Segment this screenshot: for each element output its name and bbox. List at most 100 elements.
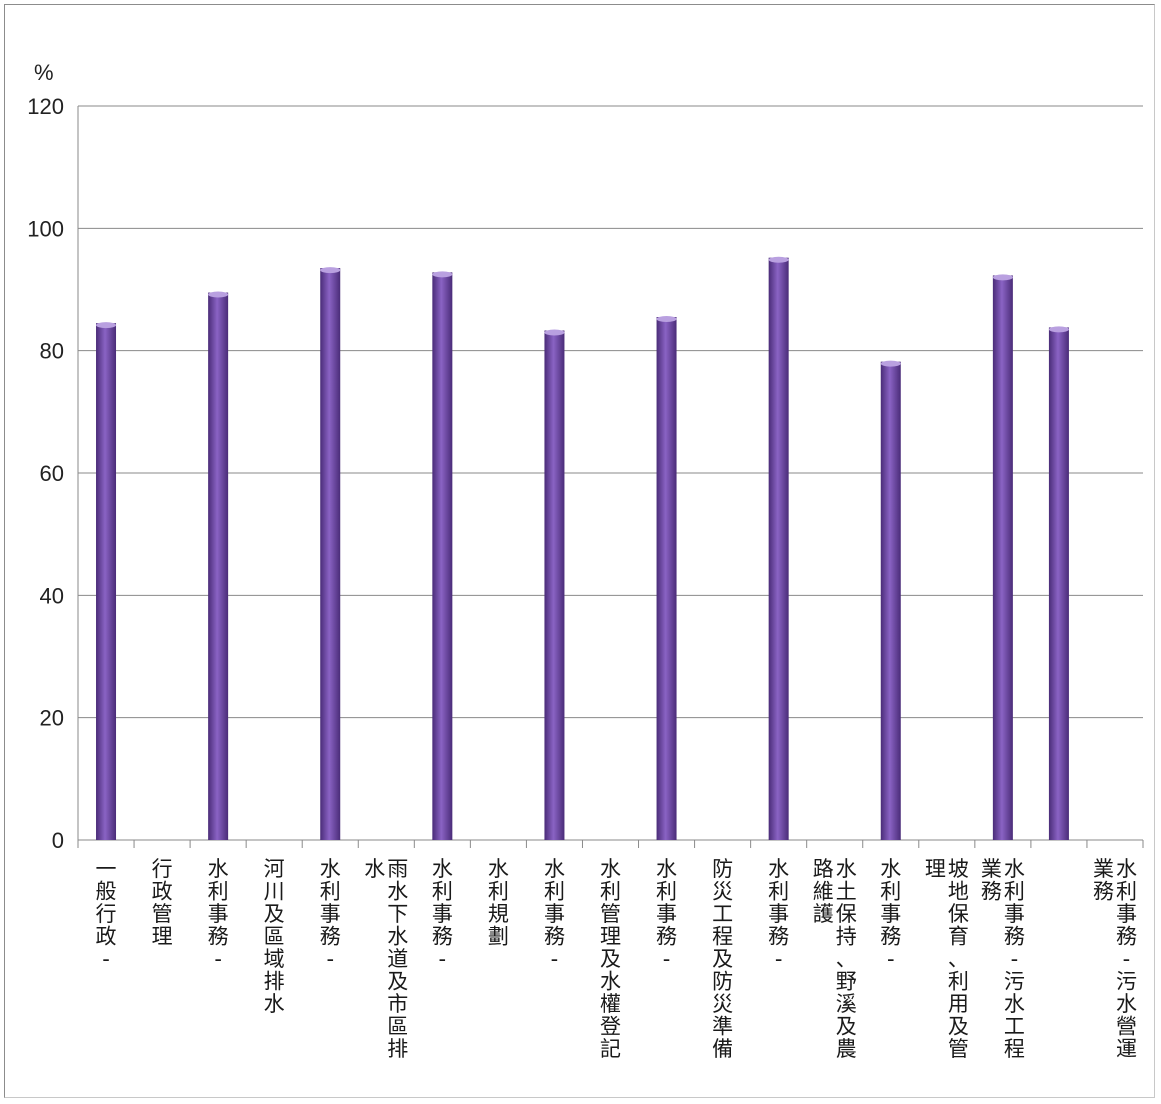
svg-text:務: 務 <box>208 925 229 949</box>
svg-text:-: - <box>1123 947 1131 971</box>
y-tick-label: 80 <box>40 339 64 364</box>
svg-text:務: 務 <box>1093 880 1114 904</box>
svg-text:水: 水 <box>1004 992 1025 1016</box>
svg-text:理: 理 <box>152 925 173 949</box>
svg-text:用: 用 <box>948 992 969 1016</box>
svg-text:及: 及 <box>600 947 621 971</box>
svg-text:及: 及 <box>264 902 285 926</box>
svg-text:、: 、 <box>948 947 969 971</box>
svg-text:事: 事 <box>208 902 229 926</box>
x-category-label: 水利事務- <box>320 857 341 971</box>
svg-text:水: 水 <box>387 925 408 949</box>
x-category-label: 水利事務- <box>432 857 453 971</box>
svg-text:利: 利 <box>1004 880 1025 904</box>
svg-text:利: 利 <box>768 880 789 904</box>
svg-text:農: 農 <box>836 1037 857 1061</box>
y-axis-unit-label: % <box>34 60 54 85</box>
svg-text:水: 水 <box>544 857 565 881</box>
svg-text:利: 利 <box>544 880 565 904</box>
svg-text:水: 水 <box>768 857 789 881</box>
svg-text:災: 災 <box>712 992 733 1016</box>
svg-text:域: 域 <box>264 947 285 971</box>
y-tick-label: 120 <box>27 94 64 119</box>
svg-text:土: 土 <box>836 880 857 904</box>
svg-text:一: 一 <box>96 857 117 881</box>
svg-text:務: 務 <box>768 925 789 949</box>
svg-text:市: 市 <box>387 992 408 1016</box>
x-category-label: 水土保持、野溪及農路維護 <box>813 857 857 1061</box>
svg-text:水: 水 <box>600 970 621 994</box>
svg-text:川: 川 <box>264 880 285 904</box>
bar <box>208 292 228 840</box>
svg-text:-: - <box>663 947 671 971</box>
svg-text:保: 保 <box>948 902 969 926</box>
svg-text:管: 管 <box>152 902 173 926</box>
svg-text:區: 區 <box>264 925 285 949</box>
svg-text:般: 般 <box>96 880 117 904</box>
svg-text:利: 利 <box>208 880 229 904</box>
svg-text:水: 水 <box>432 857 453 881</box>
svg-text:務: 務 <box>880 925 901 949</box>
svg-text:工: 工 <box>712 902 733 926</box>
svg-text:事: 事 <box>1116 902 1137 926</box>
svg-text:水: 水 <box>364 857 385 881</box>
y-tick-label: 100 <box>27 216 64 241</box>
svg-text:育: 育 <box>948 925 969 949</box>
svg-text:-: - <box>326 947 334 971</box>
svg-text:護: 護 <box>813 902 834 926</box>
svg-text:程: 程 <box>1004 1037 1025 1061</box>
svg-text:污: 污 <box>1004 970 1025 994</box>
svg-text:雨: 雨 <box>387 857 408 881</box>
svg-text:營: 營 <box>1116 1015 1137 1039</box>
svg-text:-: - <box>214 947 222 971</box>
svg-text:水: 水 <box>387 880 408 904</box>
svg-text:-: - <box>551 947 559 971</box>
x-category-label: 水利事務- <box>656 857 677 971</box>
svg-text:水: 水 <box>488 857 509 881</box>
svg-text:事: 事 <box>432 902 453 926</box>
x-category-label: 一般行政- <box>96 857 117 971</box>
svg-text:事: 事 <box>768 902 789 926</box>
svg-text:務: 務 <box>1116 925 1137 949</box>
y-tick-label: 40 <box>40 583 64 608</box>
svg-text:行: 行 <box>152 857 173 881</box>
svg-text:管: 管 <box>600 902 621 926</box>
svg-text:及: 及 <box>387 970 408 994</box>
svg-text:排: 排 <box>387 1037 408 1061</box>
svg-text:劃: 劃 <box>488 925 509 949</box>
svg-text:-: - <box>887 947 895 971</box>
svg-text:保: 保 <box>836 902 857 926</box>
svg-text:程: 程 <box>712 925 733 949</box>
svg-text:工: 工 <box>1004 1015 1025 1039</box>
svg-text:事: 事 <box>544 902 565 926</box>
svg-text:備: 備 <box>712 1037 733 1061</box>
svg-text:防: 防 <box>712 857 733 881</box>
svg-text:務: 務 <box>1004 925 1025 949</box>
svg-text:地: 地 <box>948 880 969 904</box>
svg-text:政: 政 <box>96 925 117 949</box>
svg-text:利: 利 <box>1116 880 1137 904</box>
svg-text:利: 利 <box>656 880 677 904</box>
svg-text:業: 業 <box>981 857 1002 881</box>
svg-text:利: 利 <box>432 880 453 904</box>
svg-text:水: 水 <box>264 992 285 1016</box>
bar <box>320 267 340 840</box>
svg-text:及: 及 <box>712 947 733 971</box>
svg-text:管: 管 <box>948 1037 969 1061</box>
svg-text:利: 利 <box>948 970 969 994</box>
svg-text:防: 防 <box>712 970 733 994</box>
svg-text:坡: 坡 <box>948 857 969 881</box>
svg-text:水: 水 <box>1004 857 1025 881</box>
svg-text:維: 維 <box>813 880 834 904</box>
bar <box>993 274 1013 840</box>
svg-text:登: 登 <box>600 1015 621 1039</box>
svg-text:路: 路 <box>813 857 834 881</box>
svg-text:溪: 溪 <box>836 992 857 1016</box>
svg-text:水: 水 <box>1116 992 1137 1016</box>
svg-text:水: 水 <box>836 857 857 881</box>
